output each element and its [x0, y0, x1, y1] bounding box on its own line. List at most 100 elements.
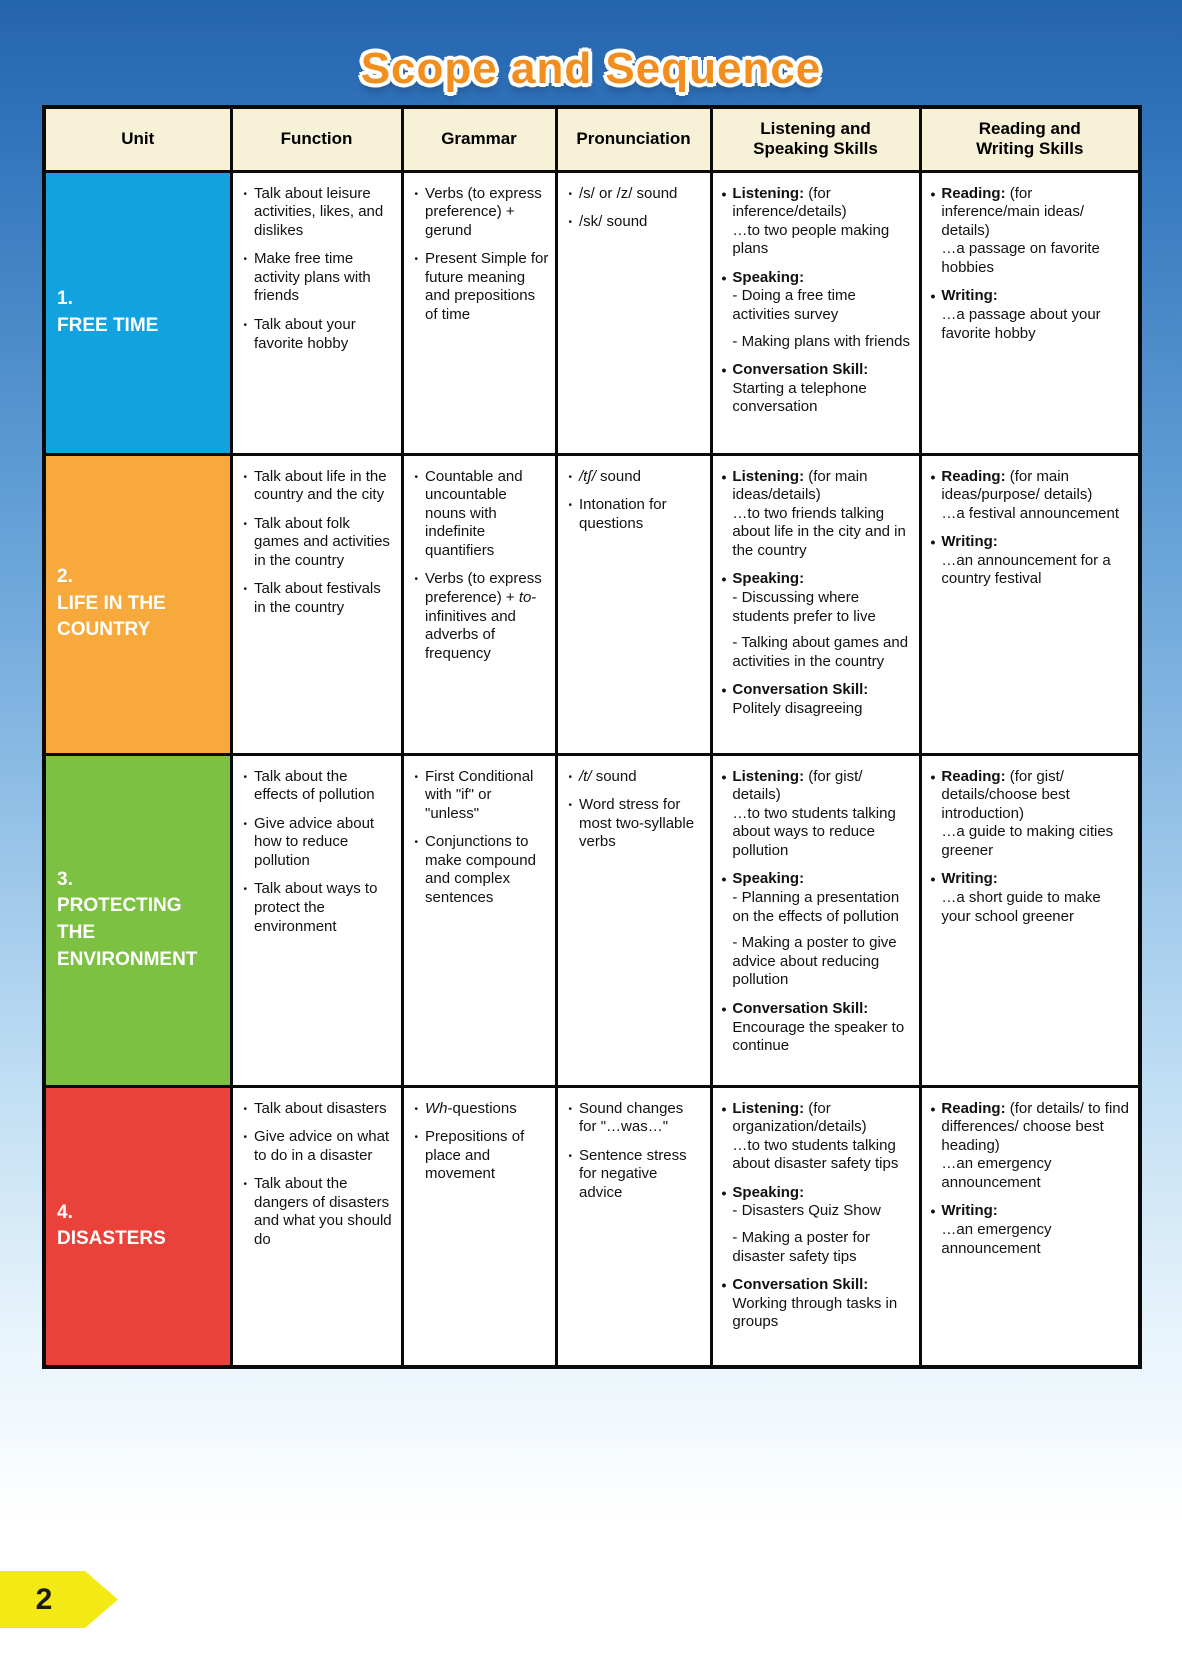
bullet-item: • Listening: (for organization/details) …t… [722, 1100, 913, 1174]
bullet-item: • Conversation Skill: Working through task… [722, 1276, 913, 1332]
bullet-text: Reading: (for main ideas/purpose/ detail… [941, 467, 1120, 522]
bullet-icon: • [568, 1150, 573, 1162]
reading-writing-cell: • Reading: (for main ideas/purpose/ detai… [918, 452, 1142, 756]
unit-name: LIFE IN THE COUNTRY [57, 592, 166, 641]
bullet-text: Verbs (to express preference) + to-infin… [425, 570, 542, 662]
function-cell: • Talk about the effects of pollution • Giv… [229, 752, 404, 1088]
bullet-text: Talk about leisure activities, likes, an… [254, 184, 384, 239]
bullet-icon: • [930, 1100, 936, 1117]
unit-number: 4. [57, 1201, 73, 1223]
grammar-cell: • Countable and uncountable nouns with in… [400, 452, 558, 756]
bullet-text: Speaking: - Disasters Quiz Show - Making a… [732, 1183, 881, 1265]
bullet-item: • Listening: (for inference/details) …to t… [722, 185, 913, 259]
bullet-icon: • [243, 1179, 248, 1191]
page-title: Scope and Sequence [360, 44, 822, 93]
bullet-item: • Speaking: - Discussing where students pr… [722, 570, 913, 671]
bullet-item: • Sentence stress for negative advice [567, 1147, 704, 1203]
bullet-icon: • [414, 771, 419, 783]
bullet-item: • Reading: (for inference/main ideas/ det… [931, 185, 1133, 278]
bullet-text: Listening: (for main ideas/details) …to t… [732, 467, 906, 559]
unit-number: 1. [57, 287, 73, 309]
bullet-item: • Talk about leisure activities, likes, a… [242, 185, 395, 241]
bullet-text: Listening: (for organization/details) …to… [732, 1099, 899, 1173]
unit-cell: 3. PROTECTING THE ENVIRONMENT [42, 752, 233, 1088]
table-row: 4. DISASTERS • Talk about disasters • Give ad… [42, 1084, 1142, 1369]
bullet-text: Conversation Skill: Starting a telephone … [732, 361, 869, 416]
bullet-item: • Intonation for questions [567, 496, 704, 533]
unit-name: DISASTERS [57, 1228, 166, 1250]
pronunciation-cell: • /t/ sound • Word stress for most two-syll… [554, 752, 713, 1088]
bullet-icon: • [243, 320, 248, 332]
bullet-text: Speaking: - Doing a free time activities … [732, 268, 910, 350]
reading-writing-cell: • Reading: (for details/ to find differen… [918, 1084, 1142, 1369]
function-cell: • Talk about disasters • Give advice on wha… [229, 1084, 404, 1369]
bullet-icon: • [568, 471, 573, 483]
bullet-item: • Verbs (to express preference) + gerund [413, 185, 549, 241]
bullet-item: • Prepositions of place and movement [413, 1128, 549, 1184]
bullet-icon: • [243, 818, 248, 830]
bullet-icon: • [414, 254, 419, 266]
bullet-item: • Writing: …an emergency announcement [931, 1202, 1133, 1258]
bullet-item: • /s/ or /z/ sound [567, 185, 704, 204]
grammar-cell: • Wh-questions • Prepositions of place and … [400, 1084, 558, 1369]
bullet-text: Sentence stress for negative advice [579, 1146, 687, 1201]
bullet-text: Reading: (for inference/main ideas/ deta… [941, 184, 1100, 276]
bullet-text: Listening: (for inference/details) …to tw… [732, 184, 890, 258]
listening-speaking-cell: • Listening: (for main ideas/details) …to … [709, 452, 922, 756]
header-grammar: Grammar [400, 105, 558, 173]
bullet-icon: • [721, 362, 727, 379]
bullet-icon: • [243, 771, 248, 783]
bullet-icon: • [930, 768, 936, 785]
header-listening-speaking: Listening and Speaking Skills [709, 105, 922, 173]
bullet-item: • Reading: (for main ideas/purpose/ detai… [931, 468, 1133, 524]
bullet-icon: • [414, 574, 419, 586]
bullet-text: Present Simple for future meaning and pr… [425, 250, 549, 324]
bullet-text: Talk about folk games and activities in … [254, 514, 390, 569]
reading-writing-cell: • Reading: (for inference/main ideas/ det… [918, 169, 1142, 456]
listening-speaking-cell: • Listening: (for organization/details) …t… [709, 1084, 922, 1369]
bullet-text: Wh-questions [425, 1099, 517, 1117]
bullet-item: • Wh-questions [413, 1100, 549, 1119]
bullet-item: • Speaking: - Planning a presentation on t… [722, 870, 913, 990]
bullet-text: Reading: (for details/ to find differenc… [941, 1099, 1129, 1191]
bullet-text: Give advice on what to do in a disaster [254, 1128, 390, 1164]
bullet-item: • Speaking: - Doing a free time activities… [722, 269, 913, 351]
bullet-icon: • [721, 768, 727, 785]
bullet-icon: • [243, 471, 248, 483]
unit-cell: 4. DISASTERS [42, 1084, 233, 1369]
bullet-icon: • [721, 571, 727, 588]
bullet-item: • Give advice about how to reduce polluti… [242, 815, 395, 871]
bullet-item: • Listening: (for gist/ details) …to two s… [722, 768, 913, 861]
bullet-item: • Talk about life in the country and the … [242, 468, 395, 505]
bullet-icon: • [243, 518, 248, 530]
grammar-cell: • First Conditional with "if" or "unless"… [400, 752, 558, 1088]
bullet-item: • Conversation Skill: Starting a telephone… [722, 361, 913, 417]
bullet-icon: • [721, 1001, 727, 1018]
bullet-text: Listening: (for gist/ details) …to two st… [732, 767, 896, 859]
bullet-icon: • [721, 1184, 727, 1201]
bullet-icon: • [243, 188, 248, 200]
bullet-item: • /sk/ sound [567, 213, 704, 232]
bullet-item: • Talk about the effects of pollution [242, 768, 395, 805]
bullet-text: Conversation Skill: Working through tasks… [732, 1276, 898, 1331]
bullet-item: • Verbs (to express preference) + to-infi… [413, 570, 549, 663]
bullet-icon: • [930, 468, 936, 485]
bullet-item: • Talk about ways to protect the environm… [242, 880, 395, 936]
bullet-text: Intonation for questions [579, 496, 667, 532]
bullet-text: Countable and uncountable nouns with ind… [425, 467, 523, 559]
bullet-text: Writing: …an emergency announcement [941, 1202, 1052, 1257]
unit-name: PROTECTING THE ENVIRONMENT [57, 895, 198, 970]
bullet-icon: • [721, 1100, 727, 1117]
header-unit: Unit [42, 105, 233, 173]
unit-number: 2. [57, 566, 73, 588]
bullet-item: • Reading: (for gist/ details/choose best… [931, 768, 1133, 861]
bullet-item: • Talk about festivals in the country [242, 580, 395, 617]
bullet-icon: • [243, 884, 248, 896]
bullet-icon: • [568, 800, 573, 812]
bullet-text: Give advice about how to reduce pollutio… [254, 814, 375, 869]
bullet-text: Prepositions of place and movement [425, 1128, 525, 1183]
unit-number: 3. [57, 868, 73, 890]
table-body: 1. FREE TIME • Talk about leisure activitie… [42, 169, 1142, 1369]
bullet-text: /tʃ/ sound [579, 467, 641, 485]
bullet-text: Speaking: - Planning a presentation on th… [732, 870, 900, 989]
